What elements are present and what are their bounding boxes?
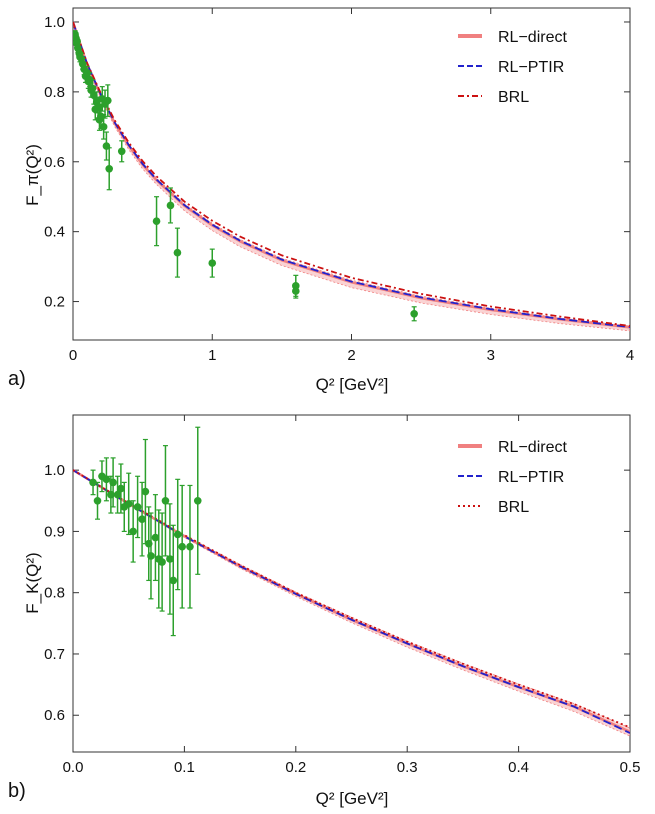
data-point bbox=[173, 248, 182, 257]
y-tick-label: 0.6 bbox=[44, 154, 65, 171]
data-point bbox=[93, 496, 102, 505]
legend-label: RL−direct bbox=[498, 29, 567, 46]
data-point bbox=[173, 530, 182, 539]
chart-panel-b: 0.0 0.1 0.2 0.3 0.4 0.5 0.6 0.7 0.8 0.9 1.0 RL−dire… bbox=[8, 414, 641, 808]
chart-panel-a: 0 1 2 3 4 0.2 0.4 0.6 0.8 1.0 RL−direct RL−PTIR BRL a… bbox=[8, 7, 634, 394]
data-point bbox=[151, 533, 160, 542]
plot-area bbox=[73, 426, 630, 737]
data-point bbox=[117, 147, 126, 156]
data-point bbox=[152, 217, 161, 225]
data-point bbox=[161, 496, 170, 505]
x-tick-label: 0.1 bbox=[174, 759, 195, 776]
data-point bbox=[102, 475, 111, 484]
legend-label: RL−direct bbox=[498, 439, 567, 456]
data-point bbox=[292, 287, 300, 295]
panel-label: a) bbox=[8, 368, 26, 390]
data-point bbox=[89, 478, 97, 487]
data-point bbox=[117, 484, 125, 493]
plot-area bbox=[73, 21, 630, 332]
data-point bbox=[109, 478, 117, 487]
legend-label: RL−PTIR bbox=[498, 469, 564, 486]
x-tick-label: 4 bbox=[626, 347, 634, 364]
legend-label: BRL bbox=[498, 89, 529, 106]
data-point bbox=[104, 96, 112, 105]
plot-frame bbox=[72, 7, 631, 341]
x-tick-label: 0.5 bbox=[620, 759, 641, 776]
data-point bbox=[193, 496, 202, 505]
y-tick-label: 0.6 bbox=[44, 707, 65, 724]
x-tick-label: 0.0 bbox=[63, 759, 84, 776]
x-tick-label: 0.4 bbox=[508, 759, 529, 776]
data-point bbox=[138, 515, 146, 523]
x-axis-label: Q² [GeV²] bbox=[316, 375, 389, 394]
data-point bbox=[124, 500, 133, 508]
data-point bbox=[147, 552, 155, 560]
data-point bbox=[105, 164, 114, 173]
x-tick-label: 1 bbox=[208, 347, 216, 364]
data-point bbox=[73, 37, 81, 45]
plot-frame bbox=[72, 414, 631, 753]
data-point bbox=[85, 75, 94, 84]
legend-label: RL−PTIR bbox=[498, 59, 564, 76]
data-point bbox=[99, 123, 108, 131]
series-line-rlptir bbox=[73, 21, 630, 328]
y-tick-label: 0.8 bbox=[44, 585, 65, 602]
data-point bbox=[410, 309, 418, 318]
y-tick-label: 0.8 bbox=[44, 84, 65, 101]
x-tick-label: 0 bbox=[69, 347, 77, 364]
data-point bbox=[158, 558, 166, 566]
data-point bbox=[178, 542, 186, 551]
x-tick-label: 2 bbox=[347, 347, 355, 364]
x-tick-label: 3 bbox=[487, 347, 495, 364]
data-point bbox=[166, 201, 175, 210]
series-line-brl bbox=[73, 469, 630, 729]
panel-label: b) bbox=[8, 780, 26, 802]
data-point bbox=[88, 84, 97, 93]
data-point bbox=[166, 555, 174, 563]
x-tick-label: 0.2 bbox=[285, 759, 306, 776]
data-point bbox=[169, 576, 178, 585]
data-point bbox=[186, 542, 194, 551]
y-axis-label: F_K(Q²) bbox=[23, 552, 42, 613]
x-tick-label: 0.3 bbox=[397, 759, 418, 776]
y-axis-label: F_π(Q²) bbox=[23, 144, 42, 206]
series-band-rldirect bbox=[73, 469, 630, 737]
data-point bbox=[208, 259, 217, 267]
series-line-brl bbox=[73, 21, 630, 327]
y-tick-label: 0.7 bbox=[44, 646, 65, 663]
series-line-rldirect bbox=[73, 469, 630, 733]
y-tick-label: 0.2 bbox=[44, 294, 65, 311]
data-point bbox=[129, 527, 137, 536]
data-point bbox=[113, 490, 122, 499]
y-tick-label: 1.0 bbox=[44, 14, 65, 31]
data-point bbox=[133, 503, 142, 511]
series-band-rldirect bbox=[73, 21, 630, 332]
y-tick-label: 0.4 bbox=[44, 224, 65, 241]
x-axis-label: Q² [GeV²] bbox=[316, 789, 389, 808]
y-tick-label: 1.0 bbox=[44, 462, 65, 479]
legend-label: BRL bbox=[498, 499, 529, 516]
y-tick-label: 0.9 bbox=[44, 523, 65, 540]
data-point bbox=[141, 487, 150, 496]
